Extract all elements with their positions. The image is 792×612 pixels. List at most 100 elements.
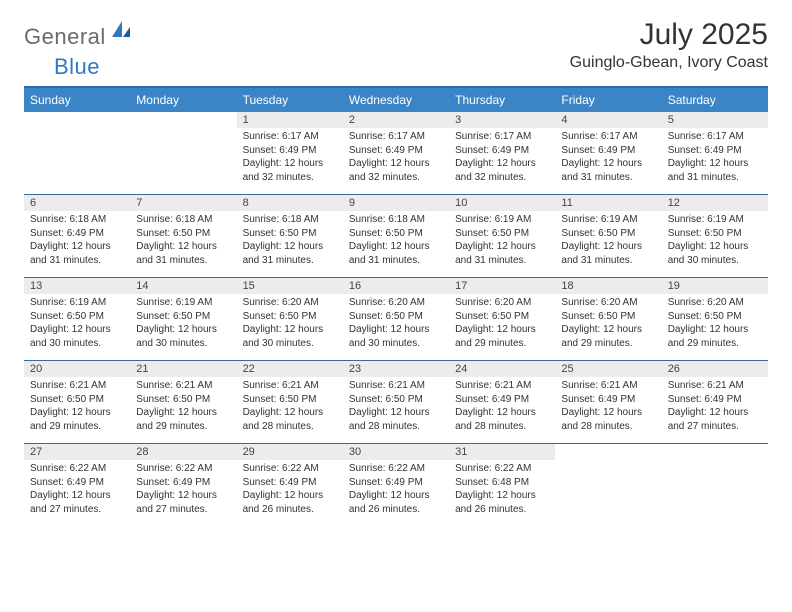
sunrise-line: Sunrise: 6:21 AM [243,380,319,391]
sunset-line: Sunset: 6:50 PM [349,228,423,239]
day-24-number: 24 [449,361,555,378]
daylight-line: Daylight: 12 hours and 31 minutes. [136,241,217,266]
daylight-line: Daylight: 12 hours and 28 minutes. [561,407,642,432]
day-19-details: Sunrise: 6:20 AMSunset: 6:50 PMDaylight:… [662,294,768,361]
week-2-daynum-row: 6789101112 [24,195,768,212]
daylight-line: Daylight: 12 hours and 30 minutes. [30,324,111,349]
sunrise-line: Sunrise: 6:20 AM [668,297,744,308]
sunrise-line: Sunrise: 6:19 AM [455,214,531,225]
day-11-details: Sunrise: 6:19 AMSunset: 6:50 PMDaylight:… [555,211,661,278]
sunset-line: Sunset: 6:50 PM [349,311,423,322]
empty-cell [24,128,130,195]
day-30-details: Sunrise: 6:22 AMSunset: 6:49 PMDaylight:… [343,460,449,526]
day-29-number: 29 [237,444,343,461]
sunset-line: Sunset: 6:50 PM [136,394,210,405]
day-3-details: Sunrise: 6:17 AMSunset: 6:49 PMDaylight:… [449,128,555,195]
brand-text-general: General [24,24,106,50]
day-10-details: Sunrise: 6:19 AMSunset: 6:50 PMDaylight:… [449,211,555,278]
daylight-line: Daylight: 12 hours and 29 minutes. [668,324,749,349]
day-20-details: Sunrise: 6:21 AM Sunset: 6:50 PM Daylight:… [24,377,130,444]
daylight-line: Daylight: 12 hours and 26 minutes. [243,490,324,515]
sunrise-line: Sunrise: 6:22 AM [136,463,212,474]
sunset-line: Sunset: 6:49 PM [561,145,635,156]
sunset-line: Sunset: 6:50 PM [136,228,210,239]
empty-cell [555,460,661,526]
daylight-line: Daylight: 12 hours and 29 minutes. [30,407,111,432]
weekday-header-saturday: Saturday [662,87,768,112]
weekday-header-sunday: Sunday [24,87,130,112]
day-22-number: 22 [237,361,343,378]
day-20-number: 20 [24,361,130,378]
day-1-details: Sunrise: 6:17 AMSunset: 6:49 PMDaylight:… [237,128,343,195]
day-15-number: 15 [237,278,343,295]
day-9-number: 9 [343,195,449,212]
week-2-body-row: Sunrise: 6:18 AMSunset: 6:49 PMDaylight:… [24,211,768,278]
day-31-details: Sunrise: 6:22 AMSunset: 6:48 PMDaylight:… [449,460,555,526]
weekday-header-friday: Friday [555,87,661,112]
daylight-line: Daylight: 12 hours and 32 minutes. [349,158,430,183]
sunrise-line: Sunrise: 6:17 AM [668,131,744,142]
day-17-details: Sunrise: 6:20 AMSunset: 6:50 PMDaylight:… [449,294,555,361]
daylight-line: Daylight: 12 hours and 30 minutes. [136,324,217,349]
day-18-details: Sunrise: 6:20 AMSunset: 6:50 PMDaylight:… [555,294,661,361]
brand-logo: General [24,24,134,50]
day-17-number: 17 [449,278,555,295]
day-27-number: 27 [24,444,130,461]
day-31-number: 31 [449,444,555,461]
week-5-daynum-row: 2728293031 [24,444,768,461]
daylight-line: Daylight: 12 hours and 26 minutes. [349,490,430,515]
weekday-header-wednesday: Wednesday [343,87,449,112]
daylight-line: Daylight: 12 hours and 31 minutes. [561,241,642,266]
sunset-line: Sunset: 6:50 PM [668,228,742,239]
day-5-number: 5 [662,112,768,128]
day-2-number: 2 [343,112,449,128]
sunset-line: Sunset: 6:50 PM [349,394,423,405]
brand-sail-icon [110,19,132,44]
sunset-line: Sunset: 6:50 PM [30,394,104,405]
day-3-number: 3 [449,112,555,128]
sunrise-line: Sunrise: 6:20 AM [455,297,531,308]
day-15-details: Sunrise: 6:20 AMSunset: 6:50 PMDaylight:… [237,294,343,361]
day-23-details: Sunrise: 6:21 AMSunset: 6:50 PMDaylight:… [343,377,449,444]
sunset-line: Sunset: 6:49 PM [455,145,529,156]
sunset-line: Sunset: 6:50 PM [561,228,635,239]
day-16-details: Sunrise: 6:20 AM Sunset: 6:50 PM Daylight:… [343,294,449,361]
sunrise-line: Sunrise: 6:21 AM [30,380,106,391]
calendar-page: General July 2025 Guinglo-Gbean, Ivory C… [0,0,792,538]
day-12-number: 12 [662,195,768,212]
sunset-line: Sunset: 6:49 PM [349,145,423,156]
location-label: Guinglo-Gbean, Ivory Coast [570,54,768,72]
day-14-number: 14 [130,278,236,295]
sunrise-line: Sunrise: 6:20 AM [243,297,319,308]
daylight-line: Daylight: 12 hours and 31 minutes. [668,158,749,183]
empty-cell [24,112,130,128]
empty-cell [130,112,236,128]
sunset-line: Sunset: 6:49 PM [243,477,317,488]
daylight-line: Daylight: 12 hours and 30 minutes. [243,324,324,349]
daylight-line: Daylight: 12 hours and 28 minutes. [243,407,324,432]
sunrise-line: Sunrise: 6:19 AM [136,297,212,308]
day-16-number: 16 [343,278,449,295]
sunset-line: Sunset: 6:49 PM [349,477,423,488]
title-block: July 2025 Guinglo-Gbean, Ivory Coast [570,18,768,72]
sunrise-line: Sunrise: 6:17 AM [561,131,637,142]
day-11-number: 11 [555,195,661,212]
daylight-line: Daylight: 12 hours and 26 minutes. [455,490,536,515]
sunrise-line: Sunrise: 6:19 AM [30,297,106,308]
week-1-daynum-row: 12345 [24,112,768,128]
daylight-line: Daylight: 12 hours and 31 minutes. [30,241,111,266]
day-10-number: 10 [449,195,555,212]
week-3-body-row: Sunrise: 6:19 AM Sunset: 6:50 PM Daylight:… [24,294,768,361]
sunset-line: Sunset: 6:49 PM [30,228,104,239]
day-2-details: Sunrise: 6:17 AMSunset: 6:49 PMDaylight:… [343,128,449,195]
daylight-line: Daylight: 12 hours and 31 minutes. [561,158,642,183]
day-1-number: 1 [237,112,343,128]
sunrise-line: Sunrise: 6:20 AM [349,297,425,308]
sunset-line: Sunset: 6:50 PM [455,228,529,239]
sunset-line: Sunset: 6:48 PM [455,477,529,488]
day-14-details: Sunrise: 6:19 AMSunset: 6:50 PMDaylight:… [130,294,236,361]
day-22-details: Sunrise: 6:21 AMSunset: 6:50 PMDaylight:… [237,377,343,444]
weekday-header-thursday: Thursday [449,87,555,112]
sunrise-line: Sunrise: 6:21 AM [668,380,744,391]
daylight-line: Daylight: 12 hours and 30 minutes. [349,324,430,349]
